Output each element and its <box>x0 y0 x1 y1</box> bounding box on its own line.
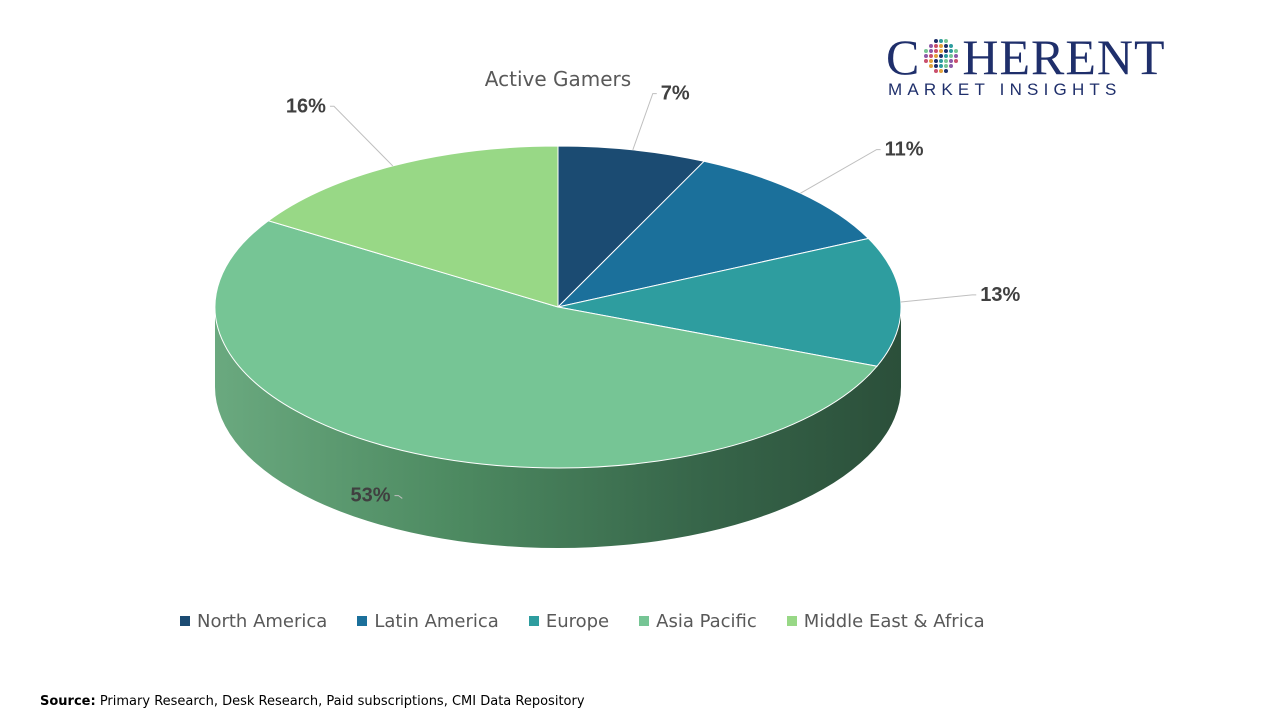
leader-line-latin-america <box>800 149 881 194</box>
logo-dot <box>929 64 934 68</box>
source-text: Primary Research, Desk Research, Paid su… <box>95 694 585 709</box>
pie-slice-asia-pacific <box>214 220 878 469</box>
pie-side-wall <box>215 307 901 548</box>
logo-dot <box>934 54 939 58</box>
logo-dot <box>949 49 954 53</box>
logo-dot <box>924 54 929 58</box>
leader-line-europe <box>900 294 977 303</box>
logo-dot <box>949 54 954 58</box>
logo-dot <box>934 49 939 53</box>
logo-dot <box>929 59 934 63</box>
logo-dot <box>939 59 944 63</box>
logo-dot <box>954 54 959 58</box>
legend-swatch <box>357 616 368 626</box>
legend-swatch <box>528 616 539 626</box>
pie-side-surface <box>215 307 901 548</box>
leader-line-asia-pacific <box>394 495 403 499</box>
company-logo: C HERENT MARKET INSIGHTS <box>886 32 1186 104</box>
legend-label: North America <box>197 610 328 632</box>
logo-dot <box>944 44 949 48</box>
logo-dot <box>944 69 949 73</box>
logo-dot <box>944 49 949 53</box>
logo-dot <box>949 59 954 63</box>
source-note: Source: Primary Research, Desk Research,… <box>40 694 585 709</box>
legend-item-latin-america: Latin America <box>357 611 499 632</box>
source-label: Source: <box>40 694 96 709</box>
pie-slice-north-america <box>557 145 706 309</box>
logo-dot <box>924 59 929 63</box>
legend-item-north-america: North America <box>180 611 327 632</box>
logo-dot-mark-icon <box>921 34 961 74</box>
logo-dot <box>939 54 944 58</box>
legend-label: Europe <box>545 610 610 632</box>
leader-lines <box>329 93 977 499</box>
logo-dot <box>954 49 959 53</box>
logo-dot <box>939 69 944 73</box>
logo-dot <box>934 44 939 48</box>
chart-title: Active Gamers <box>485 67 631 91</box>
legend-label: Latin America <box>374 610 499 632</box>
logo-dot <box>934 69 939 73</box>
legend-swatch <box>639 616 650 626</box>
legend-label: Asia Pacific <box>656 610 757 632</box>
data-label-middle-east-and-africa: 16% <box>286 95 326 117</box>
logo-dot <box>939 39 944 43</box>
legend-item-asia-pacific: Asia Pacific <box>639 611 757 632</box>
pie-slice-europe <box>557 237 902 367</box>
legend-item-europe: Europe <box>528 610 610 632</box>
legend-label: Middle East & Africa <box>803 610 985 632</box>
logo-letter-c: C <box>886 29 921 85</box>
legend-swatch <box>180 616 190 626</box>
logo-dot <box>929 44 934 48</box>
logo-dot <box>939 49 944 53</box>
logo-dot <box>944 54 949 58</box>
logo-dot <box>949 44 954 48</box>
pie-slices <box>214 145 902 469</box>
logo-dot <box>934 39 939 43</box>
data-labels: 7% 11% 13% 53% 16% <box>286 83 1021 507</box>
leader-line-north-america <box>632 93 657 151</box>
logo-dot <box>929 54 934 58</box>
logo-dot <box>949 64 954 68</box>
logo-dot <box>939 64 944 68</box>
logo-dot <box>929 49 934 53</box>
logo-dot <box>944 64 949 68</box>
data-label-europe: 13% <box>980 284 1020 306</box>
pie-slice-middle-east-and-africa <box>267 145 559 308</box>
data-label-asia-pacific: 53% <box>350 485 390 507</box>
logo-dot <box>924 49 929 53</box>
data-label-latin-america: 11% <box>885 139 924 161</box>
logo-dot <box>934 64 939 68</box>
logo-wordmark: C HERENT <box>886 32 1166 82</box>
logo-dot <box>944 59 949 63</box>
legend-item-middle-east-and-africa: Middle East & Africa <box>786 610 985 632</box>
logo-dot <box>939 44 944 48</box>
logo-dot <box>954 59 959 63</box>
logo-letters: HERENT <box>962 29 1166 85</box>
leader-line-middle-east-and-africa <box>329 105 394 167</box>
logo-dot <box>934 59 939 63</box>
chart-legend: North America Latin America Europe Asia Pac… <box>180 608 985 634</box>
logo-tagline: MARKET INSIGHTS <box>888 80 1122 99</box>
logo-dot <box>944 39 949 43</box>
legend-swatch <box>786 616 797 626</box>
data-label-north-america: 7% <box>661 83 690 105</box>
